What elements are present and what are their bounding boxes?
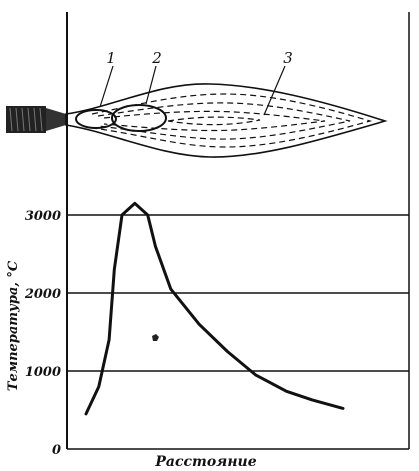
- zone-3-leader: [263, 65, 286, 116]
- zone-2-leader: [145, 65, 157, 105]
- flame-zone-3-dashed: [91, 93, 373, 148]
- zone-label-2: 2: [151, 49, 162, 67]
- zone-label-1: 1: [106, 49, 116, 67]
- x-axis-label: Расстояние: [154, 454, 256, 470]
- figure-frame: [66, 12, 410, 450]
- ink-speck: [152, 334, 159, 341]
- flame-outer-envelope: [65, 83, 388, 158]
- flame-zone-2: [111, 104, 167, 132]
- y-tick-label-3000: 3000: [25, 209, 61, 224]
- zone-label-3: 3: [283, 49, 293, 67]
- y-tick-label-2000: 2000: [24, 287, 61, 302]
- flame-zone-1: [75, 109, 117, 129]
- y-tick-label-1000: 1000: [25, 365, 61, 380]
- temperature-curve: [84, 201, 345, 416]
- burner-nozzle: [6, 106, 66, 133]
- y-tick-label-0: 0: [52, 443, 61, 458]
- y-tick-labels: 0 1000 2000 3000: [24, 209, 61, 458]
- y-axis-label: Температура, °C: [6, 260, 21, 391]
- zone-1-leader: [99, 65, 114, 108]
- flame-diagram: [65, 65, 388, 158]
